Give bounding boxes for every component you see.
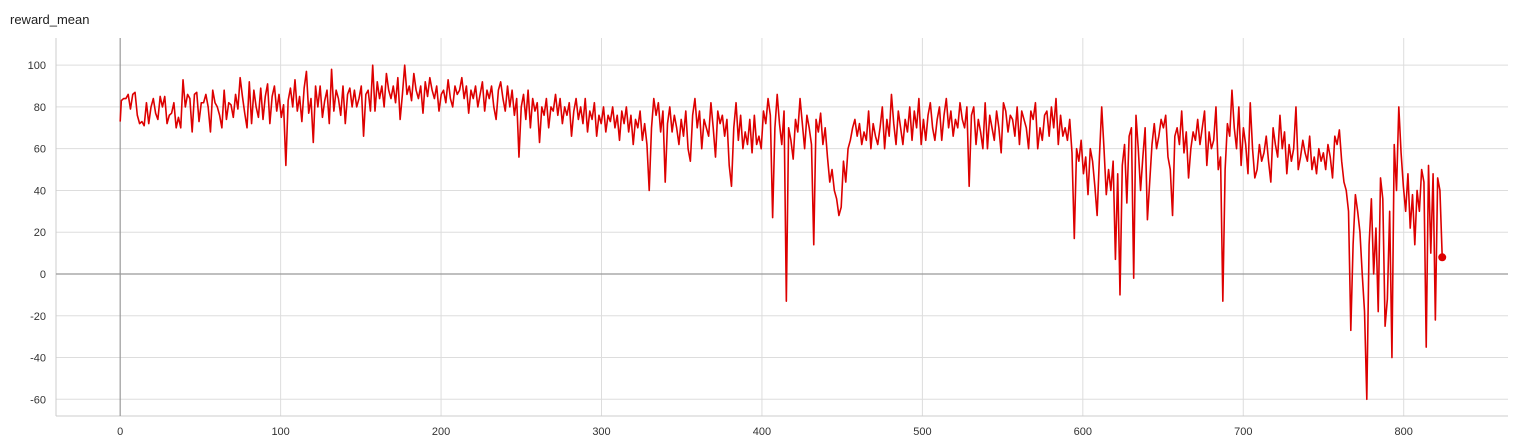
x-tick-label: 700 — [1234, 426, 1252, 438]
axes — [55, 38, 1508, 417]
x-tick-label: 100 — [271, 426, 289, 438]
y-tick-label: 20 — [34, 227, 46, 239]
x-tick-label: 200 — [432, 426, 450, 438]
x-tick-label: 300 — [592, 426, 610, 438]
x-tick-label: 400 — [753, 426, 771, 438]
y-tick-label: 60 — [34, 144, 46, 156]
x-tick-label: 600 — [1074, 426, 1092, 438]
chart-title: reward_mean — [10, 12, 90, 27]
y-tick-label: -40 — [30, 353, 46, 365]
tick-labels: -60 -40 -20 0 20 40 60 80 100 0 100 200 300 400 500 600… — [28, 60, 1413, 438]
grid — [56, 38, 1508, 416]
series-line — [119, 64, 1444, 401]
y-tick-label: 40 — [34, 185, 46, 197]
y-tick-label: 80 — [34, 102, 46, 114]
x-tick-label: 800 — [1395, 426, 1413, 438]
y-tick-label: -60 — [30, 394, 46, 406]
series-layer — [119, 64, 1447, 401]
y-tick-label: 100 — [28, 60, 46, 72]
last-point-marker — [1438, 253, 1447, 262]
x-tick-label: 500 — [913, 426, 931, 438]
y-tick-label: -20 — [30, 311, 46, 323]
y-tick-label: 0 — [40, 269, 46, 281]
x-tick-label: 0 — [117, 426, 123, 438]
